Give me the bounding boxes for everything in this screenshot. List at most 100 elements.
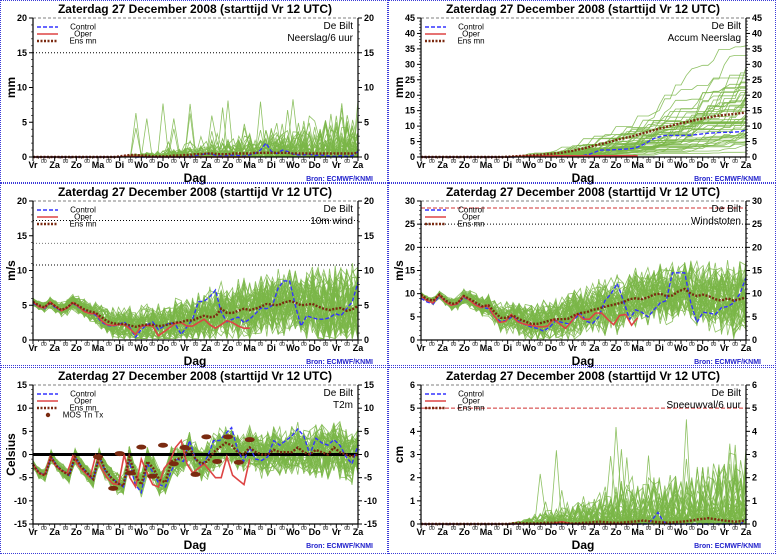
y-tick-label-right: 5: [752, 137, 757, 147]
x-day-label: Vr: [720, 343, 730, 353]
y-tick-label-right: 6: [752, 380, 757, 390]
x-day-label: Ma: [480, 527, 493, 537]
x-sub-label: 00: [301, 342, 307, 348]
x-sub-label: 00: [711, 159, 717, 165]
x-day-label: Za: [201, 343, 212, 353]
variable-label: Sneeuwval/6 uur: [667, 400, 742, 411]
y-tick-label: 0: [410, 152, 415, 162]
y-tick-label: 6: [410, 380, 415, 390]
y-tick-label-right: 10: [364, 266, 374, 276]
y-tick-label-right: 10: [364, 403, 374, 413]
mos-marker: [223, 434, 233, 440]
ensemble-member-line: [420, 261, 747, 341]
y-tick-label-right: 45: [752, 13, 762, 23]
ensemble-member-line: [421, 443, 747, 525]
x-axis-label: Dag: [572, 171, 595, 185]
legend-label-oper: Oper: [74, 213, 92, 222]
y-tick-label: 30: [405, 59, 415, 69]
chart-panel-accum: Zaterdag 27 December 2008 (starttijd Vr …: [388, 0, 776, 185]
legend-label-control: Control: [458, 206, 484, 215]
x-day-label: Di: [267, 343, 276, 353]
y-tick-label: 30: [405, 196, 415, 206]
y-tick-label: 10: [17, 266, 27, 276]
mos-marker: [168, 461, 179, 467]
legend-label-control: Control: [70, 23, 96, 32]
x-sub-label: 00: [646, 342, 652, 348]
x-sub-label: 00: [689, 159, 695, 165]
x-day-label: Do: [545, 527, 557, 537]
ensemble-member-line: [421, 110, 746, 158]
x-sub-label: 00: [41, 526, 47, 532]
x-sub-label: 00: [667, 526, 673, 532]
x-sub-label: 00: [732, 342, 738, 348]
x-day-label: Vr: [568, 527, 578, 537]
x-sub-label: 00: [171, 342, 177, 348]
x-day-label: Wo: [286, 343, 300, 353]
y-tick-label-right: 0: [752, 335, 757, 345]
x-sub-label: 00: [41, 342, 47, 348]
x-sub-label: 00: [84, 526, 90, 532]
x-sub-label: 00: [689, 526, 695, 532]
y-tick-label-right: 0: [364, 335, 369, 345]
x-sub-label: 00: [258, 342, 264, 348]
x-sub-label: 00: [451, 342, 457, 348]
source-credit: Bron: ECMWF/KNMI: [694, 543, 761, 550]
x-sub-label: 00: [214, 159, 220, 165]
legend-label-oper: Oper: [462, 30, 480, 39]
y-tick-label: 25: [405, 219, 415, 229]
x-day-label: Ma: [243, 343, 256, 353]
x-sub-label: 00: [301, 159, 307, 165]
y-tick-label: 20: [17, 13, 27, 23]
x-sub-label: 00: [323, 526, 329, 532]
x-day-label: Di: [115, 527, 124, 537]
x-sub-label: 00: [128, 526, 134, 532]
x-day-label: Wo: [134, 343, 148, 353]
x-day-label: Zo: [611, 343, 622, 353]
ensemble-members: [421, 45, 747, 158]
x-day-label: Zo: [459, 527, 470, 537]
x-day-label: Do: [309, 343, 321, 353]
x-sub-label: 00: [106, 159, 112, 165]
y-tick-label: 15: [17, 231, 27, 241]
y-tick-label: 15: [17, 48, 27, 58]
x-sub-label: 00: [214, 526, 220, 532]
mos-markers: [93, 434, 255, 491]
y-tick-label-right: 10: [752, 289, 762, 299]
x-day-label: Di: [115, 160, 124, 170]
x-day-label: Za: [437, 160, 448, 170]
chart-svg-wind: Zaterdag 27 December 2008 (starttijd Vr …: [4, 185, 374, 368]
x-day-label: Do: [545, 160, 557, 170]
y-tick-label-right: -5: [364, 473, 372, 483]
y-tick-label: 25: [405, 75, 415, 85]
x-sub-label: 00: [537, 159, 543, 165]
control-line: [32, 426, 359, 495]
x-day-label: Za: [201, 160, 212, 170]
x-sub-label: 00: [149, 342, 155, 348]
y-tick-label: 5: [410, 312, 415, 322]
y-tick-label-right: 25: [752, 219, 762, 229]
x-sub-label: 00: [149, 526, 155, 532]
x-sub-label: 00: [193, 159, 199, 165]
mos-marker: [179, 445, 190, 451]
x-day-label: Wo: [286, 160, 300, 170]
x-day-label: Za: [589, 160, 600, 170]
y-tick-label-right: 15: [752, 266, 762, 276]
y-tick-label: 15: [17, 380, 27, 390]
x-sub-label: 00: [537, 526, 543, 532]
y-tick-label-right: 20: [364, 13, 374, 23]
chart-title: Zaterdag 27 December 2008 (starttijd Vr …: [58, 185, 332, 199]
legend-label-oper: Oper: [74, 30, 92, 39]
x-day-label: Do: [697, 527, 709, 537]
location-label: De Bilt: [712, 204, 742, 215]
y-tick-label-right: 30: [752, 196, 762, 206]
x-day-label: Ma: [243, 160, 256, 170]
x-sub-label: 00: [602, 526, 608, 532]
x-day-label: Vr: [416, 160, 426, 170]
x-sub-label: 00: [494, 342, 500, 348]
legend-label-control: Control: [70, 390, 96, 399]
source-credit: Bron: ECMWF/KNMI: [306, 176, 373, 183]
x-day-label: Di: [503, 160, 512, 170]
y-tick-label: 20: [405, 242, 415, 252]
